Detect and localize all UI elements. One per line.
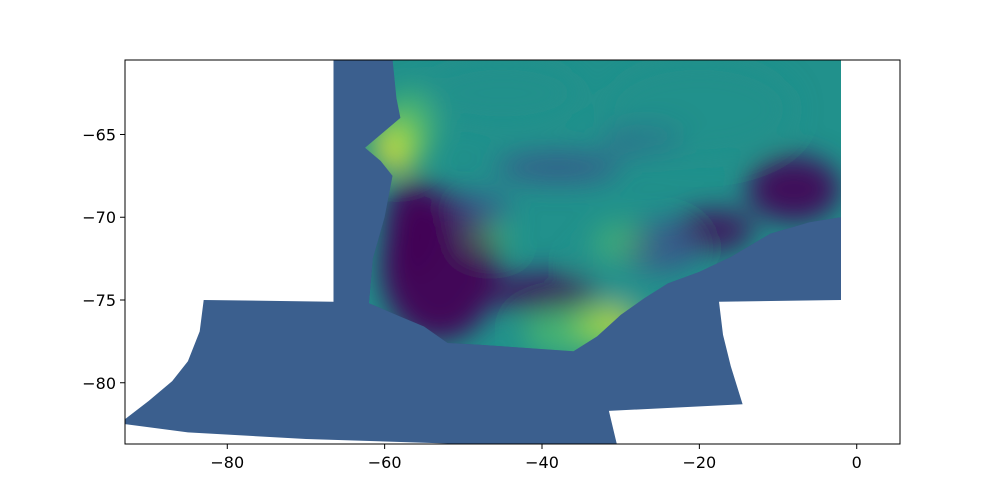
y-axis: −65 −70 −75 −80 bbox=[82, 125, 125, 393]
y-tick-label: −75 bbox=[82, 291, 116, 310]
heatmap-feature-low bbox=[384, 175, 440, 276]
heatmap-features bbox=[374, 60, 841, 352]
heatmap-feature-mid-low bbox=[494, 152, 621, 183]
axes-frame bbox=[124, 59, 901, 445]
heatmap-feature-mid-low bbox=[447, 192, 511, 226]
x-tick-label: −60 bbox=[368, 453, 402, 472]
y-tick-label: −70 bbox=[82, 208, 116, 227]
heatmap-feature-mid bbox=[604, 60, 794, 160]
heatmap-data-region bbox=[365, 60, 841, 352]
x-tick-label: −80 bbox=[210, 453, 244, 472]
x-tick-label: 0 bbox=[852, 453, 862, 472]
x-tick-label: −20 bbox=[682, 453, 716, 472]
heatmap-feature-low bbox=[486, 271, 598, 312]
y-tick-label: −65 bbox=[82, 125, 116, 144]
x-tick-label: −40 bbox=[525, 453, 559, 472]
x-axis: −80 −60 −40 −20 0 bbox=[210, 444, 862, 472]
heatmap-feature-mid-high bbox=[593, 222, 649, 262]
heatmap-feature-low bbox=[746, 156, 841, 223]
y-tick-label: −80 bbox=[82, 374, 116, 393]
heatmap-feature-mid-high bbox=[463, 222, 511, 253]
heatmap-feature-mid bbox=[423, 60, 582, 127]
plot-area bbox=[125, 60, 841, 444]
